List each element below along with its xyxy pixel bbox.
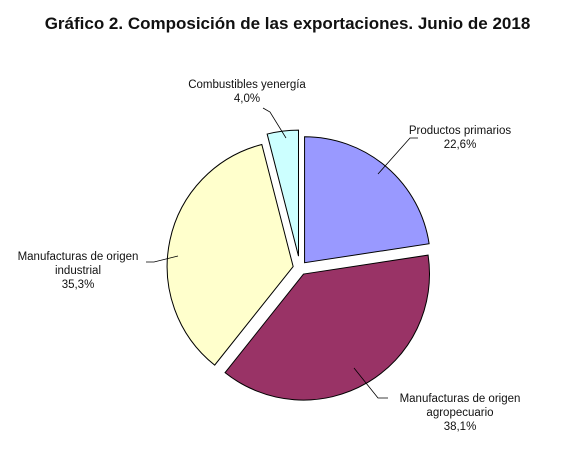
label-manufacturas-industrial: Manufacturas de origen industrial 35,3% — [18, 251, 139, 291]
data-label-value: 38,1% — [444, 421, 477, 433]
data-label-value: 35,3% — [62, 279, 95, 291]
leader-line — [146, 255, 179, 263]
slice-combustibles-energia — [266, 129, 299, 257]
data-label-text: Combustibles yenergía — [188, 79, 306, 91]
data-label-text: industrial — [55, 265, 101, 277]
data-label-text: agropecuario — [426, 407, 493, 419]
data-label-text: Productos primarios — [409, 125, 512, 137]
label-productos-primarios: Productos primarios 22,6% — [409, 125, 512, 151]
slice-manufacturas-agropecuario — [224, 254, 431, 401]
slice-productos-primarios — [304, 136, 430, 264]
data-label-value: 4,0% — [234, 93, 260, 105]
leader-line — [353, 367, 388, 399]
data-label-value: 22,6% — [444, 139, 477, 151]
label-combustibles-energia: Combustibles yenergía 4,0% — [188, 79, 306, 105]
data-label-text: Manufacturas de origen — [400, 393, 521, 405]
label-manufacturas-agropecuario: Manufacturas de origen agropecuario 38,1% — [400, 393, 521, 433]
leader-line — [262, 107, 287, 139]
data-label-text: Manufacturas de origen — [18, 251, 139, 263]
slice-manufacturas-industrial — [166, 143, 294, 366]
leader-line — [377, 137, 418, 175]
chart-title: Gráfico 2. Composición de las exportacio… — [44, 14, 531, 33]
